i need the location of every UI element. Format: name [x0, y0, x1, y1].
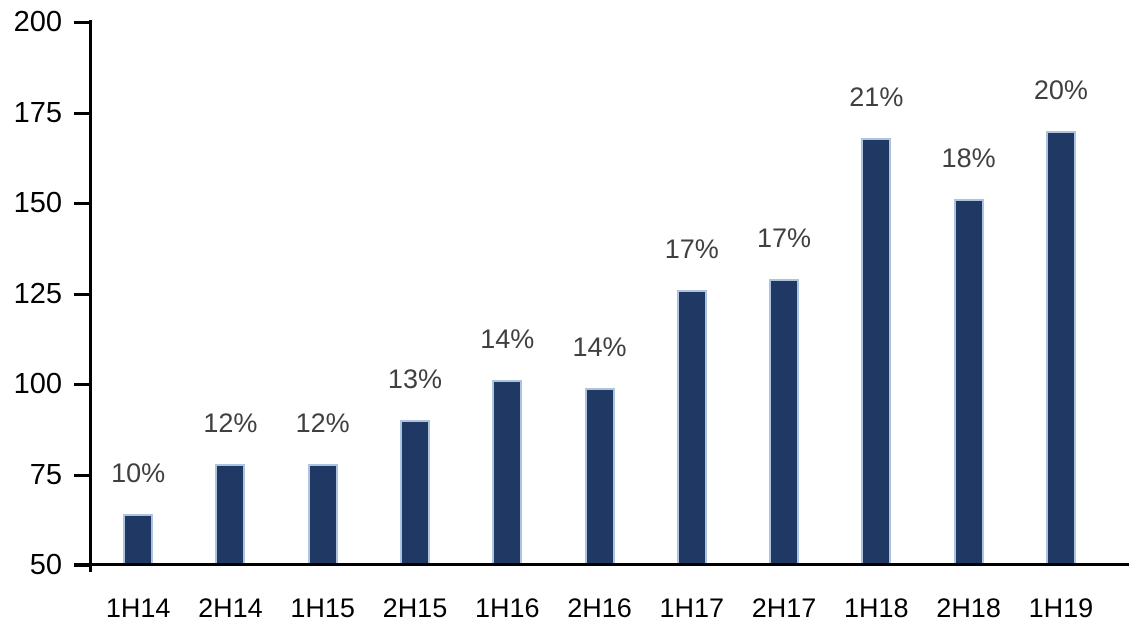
x-axis-line — [74, 563, 1129, 566]
bar-value-label: 14% — [572, 331, 627, 362]
y-tick-label: 200 — [13, 6, 62, 38]
bar-1h17 — [676, 289, 707, 565]
bar-1h15 — [307, 463, 338, 565]
y-tick-mark — [74, 473, 89, 477]
bar-1h18 — [861, 137, 892, 565]
y-tick-label: 100 — [13, 368, 62, 400]
bar-2h18 — [953, 199, 984, 565]
bar-value-label: 12% — [295, 407, 350, 438]
y-tick-label: 75 — [29, 458, 62, 491]
bar-2h15 — [399, 420, 430, 565]
x-tick-label: 1H18 — [844, 593, 909, 623]
bar-value-label: 21% — [849, 81, 904, 112]
x-tick-label: 1H15 — [290, 593, 355, 623]
x-tick-label: 2H17 — [751, 593, 817, 623]
bar-2h14 — [215, 463, 246, 565]
x-tick-label: 2H16 — [567, 593, 632, 623]
x-tick-label: 2H15 — [382, 593, 448, 623]
x-tick-label: 1H16 — [474, 593, 540, 623]
x-tick-label: 1H14 — [105, 593, 171, 623]
y-tick-label: 175 — [13, 96, 62, 129]
bar-2h16 — [584, 387, 615, 565]
y-tick-label: 125 — [13, 277, 62, 310]
bar-value-label: 12% — [203, 407, 258, 438]
y-tick-label: 150 — [13, 187, 62, 219]
bar-value-label: 18% — [941, 143, 996, 174]
y-tick-label: 50 — [29, 549, 62, 581]
y-tick-mark — [74, 292, 89, 296]
bar-value-label: 17% — [757, 223, 812, 254]
y-tick-mark — [74, 111, 89, 115]
bar-1h16 — [492, 380, 523, 565]
x-tick-label: 1H19 — [1028, 593, 1094, 623]
x-tick-label: 1H17 — [659, 593, 725, 623]
y-tick-mark — [74, 21, 89, 24]
y-tick-mark — [74, 202, 89, 205]
bar-1h19 — [1045, 130, 1076, 565]
bar-value-label: 13% — [387, 364, 442, 395]
y-tick-mark — [74, 383, 89, 386]
bar-value-label: 17% — [664, 233, 719, 264]
bar-value-label: 10% — [111, 458, 166, 489]
x-tick-label: 2H14 — [198, 593, 263, 623]
bar-2h17 — [769, 279, 800, 565]
y-axis-line — [89, 20, 92, 572]
bar-value-label: 20% — [1033, 74, 1088, 105]
bar-1h14 — [123, 514, 154, 565]
x-tick-label: 2H18 — [936, 593, 1001, 623]
bar-value-label: 14% — [480, 324, 535, 355]
